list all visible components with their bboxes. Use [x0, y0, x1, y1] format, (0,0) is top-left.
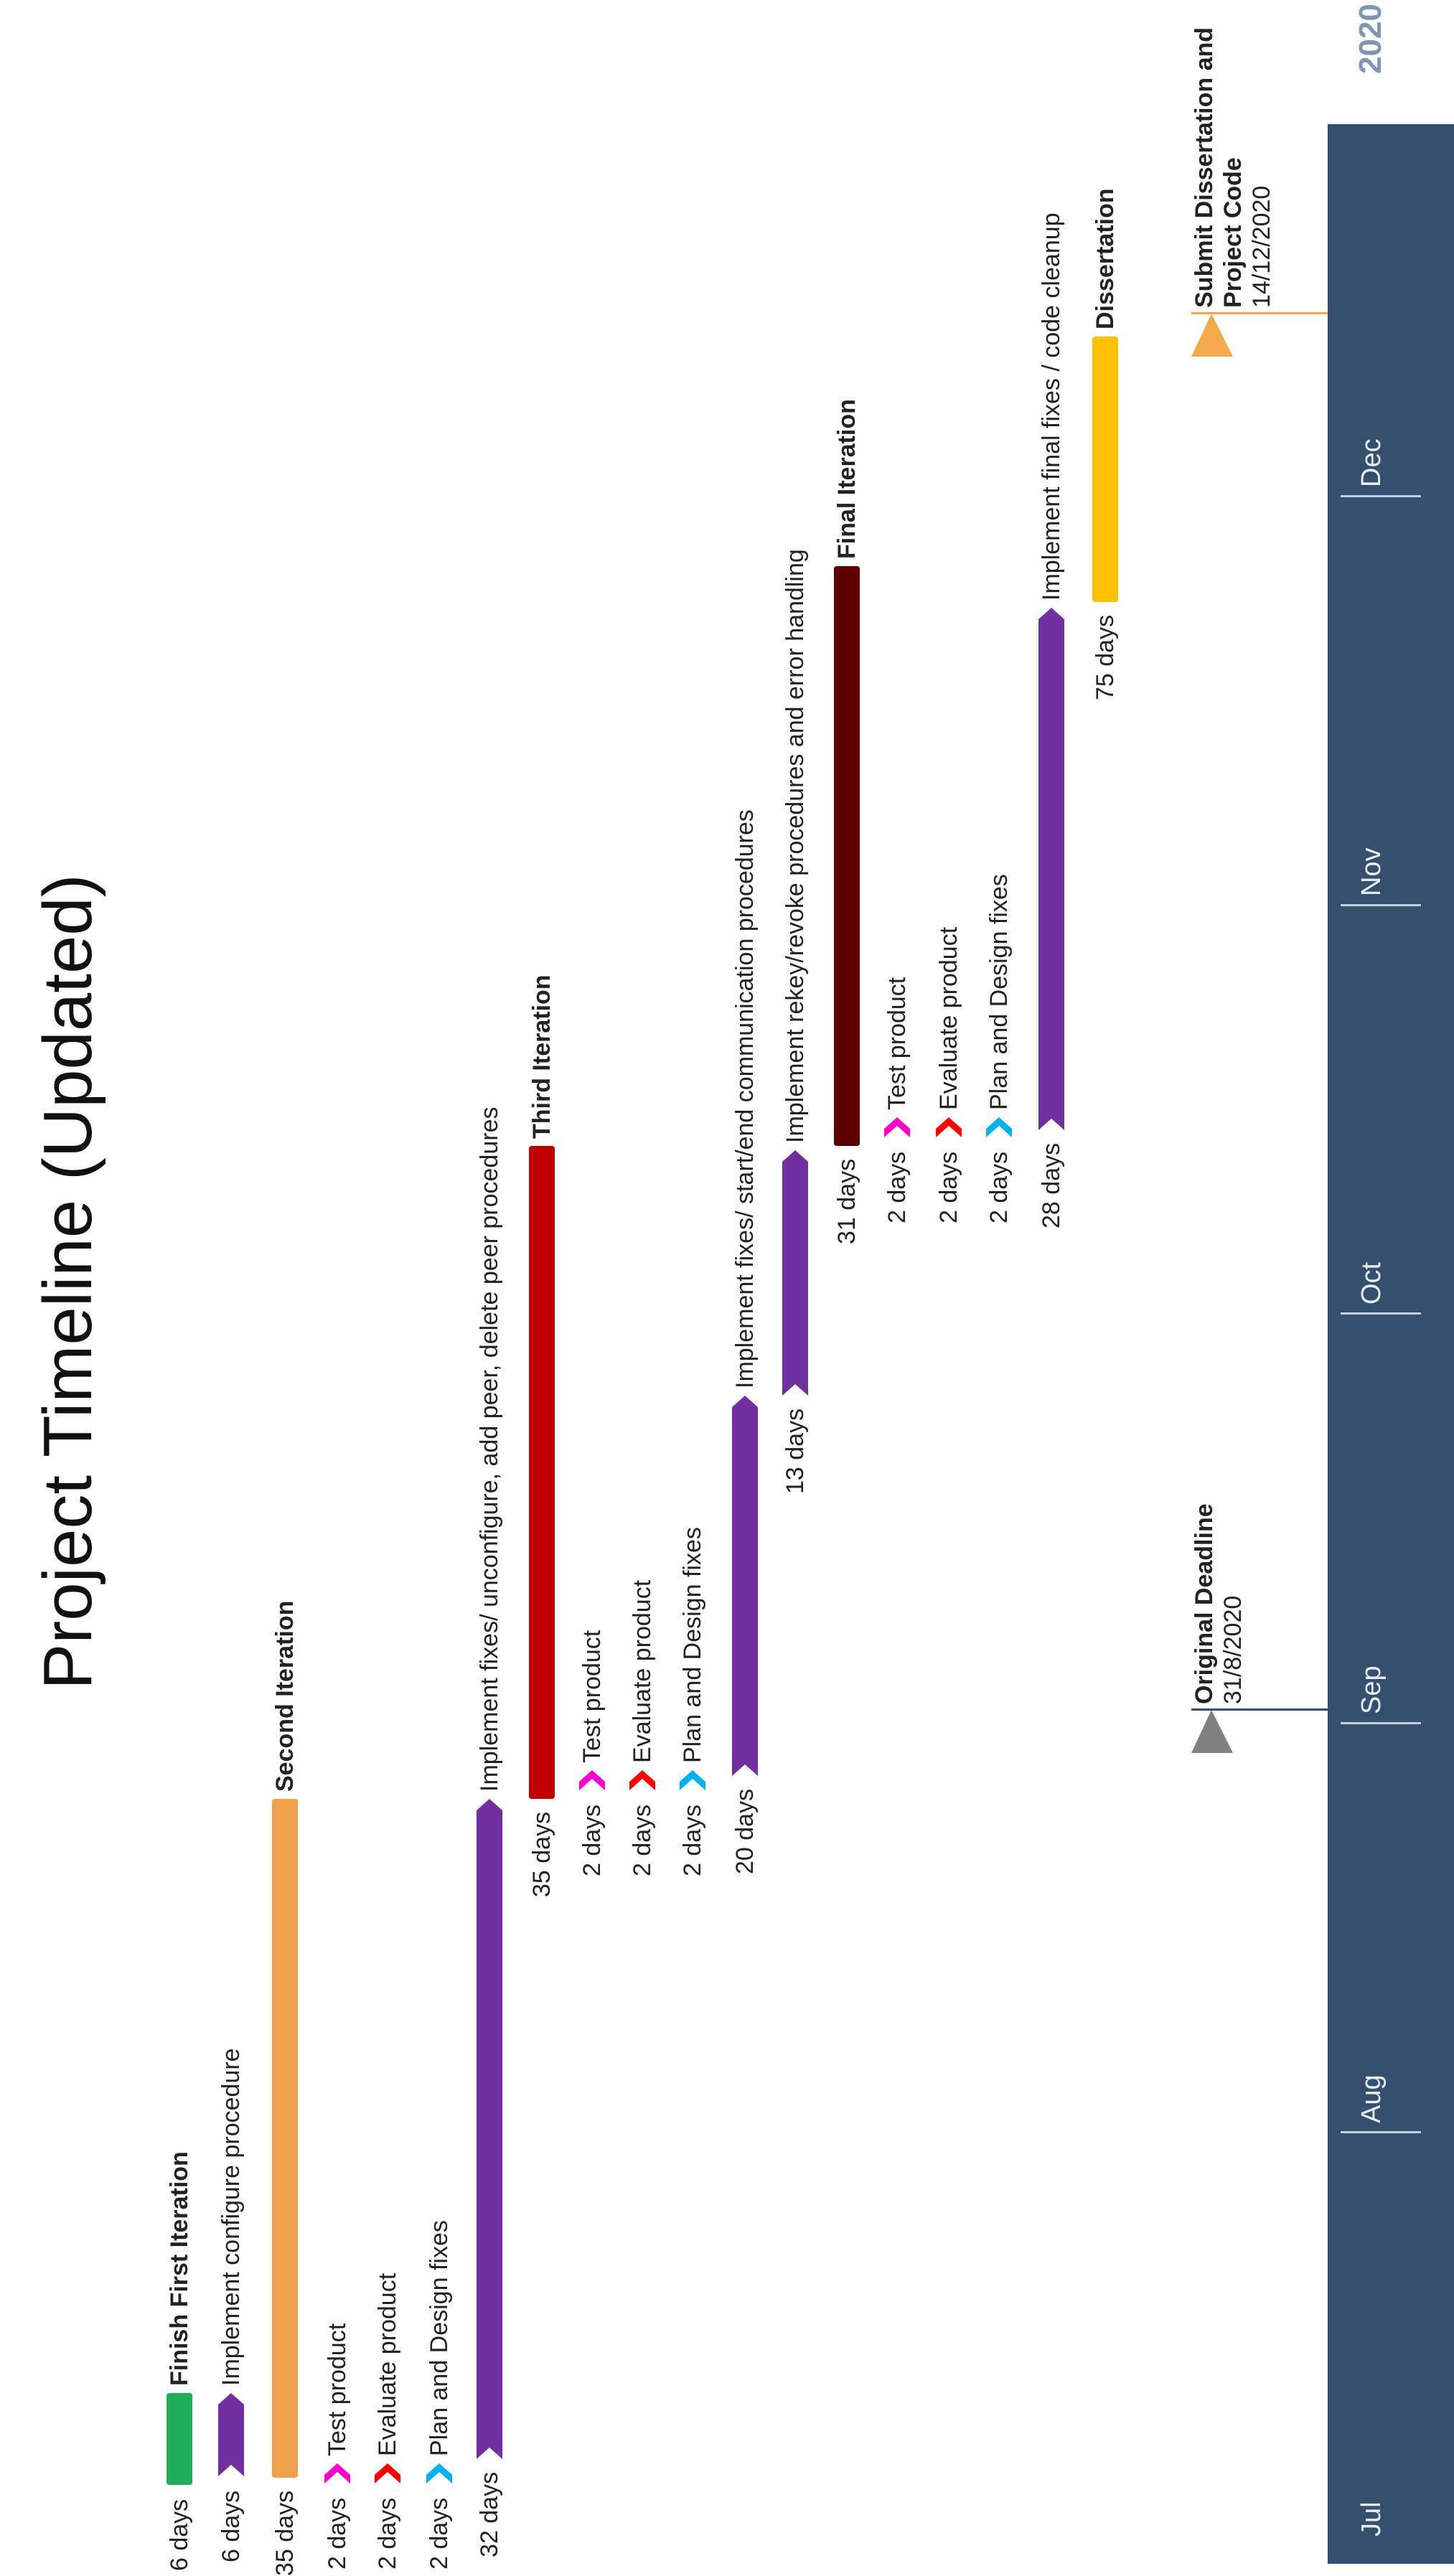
task-duration: 32 days	[476, 2471, 503, 2557]
task-bar-shape	[834, 566, 860, 1146]
task-label: Plan and Design fixes	[679, 1527, 706, 1763]
month-tick	[1341, 495, 1421, 497]
month-label-nov: Nov	[1356, 847, 1387, 896]
task-duration: 2 days	[426, 2497, 453, 2570]
milestone-triangle-icon	[1191, 1710, 1233, 1753]
task-bar	[375, 2463, 400, 2483]
task-bar	[1038, 608, 1064, 1130]
month-label-oct: Oct	[1356, 1261, 1387, 1305]
task-label: Evaluate product	[935, 926, 962, 1110]
task-bar	[732, 1396, 758, 1776]
task-duration: 20 days	[731, 1788, 759, 1874]
milestone-label: Original Deadline 31/8/2020	[1190, 1503, 1247, 1704]
task-bar-shape	[732, 1396, 758, 1776]
task-duration: 2 days	[324, 2497, 351, 2570]
task-bar	[477, 1799, 502, 2459]
task-bar	[834, 566, 860, 1146]
task-bar-shape	[218, 2393, 244, 2476]
task-duration: 13 days	[782, 1408, 809, 1494]
month-tick	[1341, 1312, 1421, 1315]
task-duration: 2 days	[935, 1151, 962, 1223]
month-label-sep: Sep	[1356, 1665, 1387, 1714]
task-bar-shape	[936, 1117, 962, 1137]
milestone-triangle-icon	[1191, 314, 1233, 357]
task-duration: 28 days	[1038, 1142, 1065, 1228]
task-bar	[986, 1117, 1012, 1137]
task-bar	[936, 1117, 962, 1137]
task-bar	[579, 1770, 605, 1790]
month-label-aug: Aug	[1356, 2074, 1387, 2123]
task-label: Test product	[324, 2323, 351, 2456]
task-label: Plan and Design fixes	[985, 874, 1013, 1110]
month-band	[1328, 124, 1454, 2564]
task-bar-shape	[375, 2463, 400, 2483]
task-bar-shape	[272, 1799, 298, 2478]
milestone-name: Original Deadline	[1191, 1503, 1218, 1704]
task-bar-shape	[629, 1770, 655, 1790]
milestone-name: Submit Dissertation and Project Code	[1191, 27, 1247, 308]
task-duration: 2 days	[679, 1804, 706, 1876]
task-duration: 2 days	[374, 2497, 401, 2570]
task-bar-shape	[884, 1117, 910, 1137]
task-bar	[272, 1799, 298, 2478]
task-bar	[680, 1770, 705, 1790]
task-label: Test product	[883, 977, 911, 1110]
task-duration: 2 days	[629, 1804, 656, 1876]
task-label: Implement final fixes / code cleanup	[1038, 212, 1065, 601]
month-label-dec: Dec	[1356, 438, 1387, 487]
task-bar	[324, 2463, 350, 2483]
task-bar	[166, 2393, 192, 2485]
month-label-jul: Jul	[1356, 2501, 1387, 2537]
task-duration: 6 days	[217, 2490, 245, 2562]
task-bar-shape	[477, 1799, 502, 2459]
task-duration: 35 days	[271, 2490, 299, 2576]
task-bar-shape	[426, 2463, 452, 2483]
task-bar-shape	[166, 2393, 192, 2485]
task-label: Third Iteration	[528, 974, 555, 1139]
task-duration: 31 days	[833, 1158, 860, 1244]
task-label: Evaluate product	[629, 1579, 656, 1763]
task-bar	[884, 1117, 910, 1137]
task-duration: 6 days	[166, 2499, 193, 2571]
year-label: 2020	[1353, 4, 1388, 74]
task-duration: 2 days	[883, 1151, 911, 1223]
task-label: Implement configure procedure	[217, 2048, 245, 2386]
milestone-date: 31/8/2020	[1219, 1595, 1247, 1704]
task-bar-shape	[782, 1150, 808, 1396]
task-bar-shape	[1038, 608, 1064, 1130]
page-title: Project Timeline (Updated)	[29, 874, 106, 1690]
month-tick	[1341, 2131, 1421, 2133]
task-bar	[218, 2393, 244, 2476]
task-bar-shape	[324, 2463, 350, 2483]
task-label: Evaluate product	[374, 2272, 401, 2456]
task-bar	[426, 2463, 452, 2483]
task-bar	[629, 1770, 655, 1790]
task-duration: 2 days	[578, 1804, 606, 1876]
month-tick	[1341, 1722, 1421, 1724]
month-tick	[1341, 904, 1421, 906]
task-label: Implement rekey/revoke procedures and er…	[782, 549, 809, 1143]
task-label: Finish First Iteration	[166, 2151, 193, 2386]
task-bar-shape	[529, 1146, 555, 1799]
task-bar	[1092, 337, 1118, 602]
task-label: Dissertation	[1092, 188, 1119, 330]
task-bar-shape	[579, 1770, 605, 1790]
task-label: Implement fixes/ start/end communication…	[731, 809, 759, 1388]
task-label: Second Iteration	[271, 1600, 299, 1792]
task-label: Test product	[578, 1630, 606, 1763]
milestone-label: Submit Dissertation and Project Code 14/1…	[1190, 6, 1276, 308]
task-duration: 35 days	[528, 1811, 555, 1897]
task-bar	[782, 1150, 808, 1396]
task-duration: 2 days	[985, 1151, 1013, 1223]
milestone-date: 14/12/2020	[1248, 185, 1275, 308]
task-bar	[529, 1146, 555, 1799]
task-bar-shape	[680, 1770, 705, 1790]
task-label: Plan and Design fixes	[426, 2220, 453, 2456]
task-bar-shape	[986, 1117, 1012, 1137]
task-label: Final Iteration	[833, 399, 860, 559]
task-duration: 75 days	[1092, 614, 1119, 700]
task-bar-shape	[1092, 337, 1118, 602]
task-label: Implement fixes/ unconfigure, add peer, …	[476, 1106, 503, 1792]
